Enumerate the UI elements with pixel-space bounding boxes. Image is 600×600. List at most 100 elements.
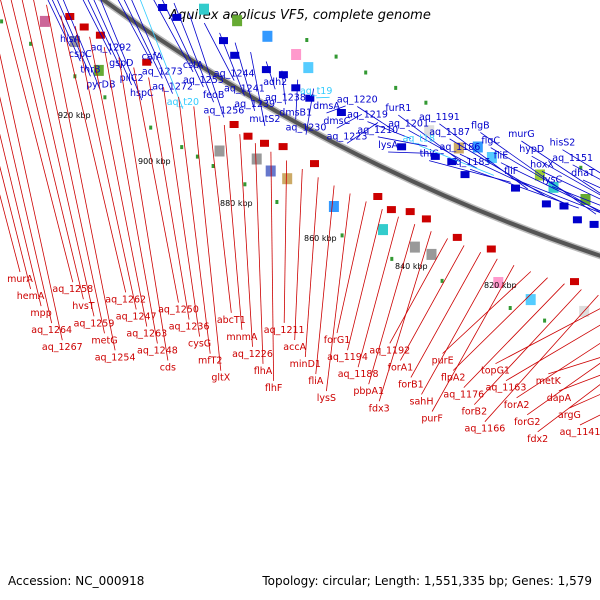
gc-mark	[149, 125, 153, 130]
gene-label: fliF	[504, 166, 518, 177]
forward-gene-block	[589, 220, 599, 228]
leader-line	[541, 171, 600, 200]
leader-line	[315, 185, 335, 375]
leader-line	[400, 245, 465, 361]
cog-box	[262, 30, 273, 42]
cog-box	[493, 277, 504, 288]
leader-line	[305, 88, 314, 135]
leader-line	[188, 12, 225, 118]
feature-blocks	[0, 3, 599, 323]
gene-label: fliA	[308, 376, 324, 387]
tick-label: 860 kbp	[304, 234, 337, 243]
forward-gene-labels: hisAcspCthrBpyrDBaq_1292gspDpilC2hspCcaf…	[47, 0, 600, 215]
forward-gene-block	[278, 71, 288, 79]
gene-label: thrB	[80, 64, 100, 75]
forward-gene-block	[397, 143, 407, 151]
gene-label: pyrDB	[86, 80, 115, 91]
forward-gene-block	[559, 202, 569, 210]
leader-line	[0, 96, 53, 324]
reverse-gene-block	[79, 23, 89, 31]
tick-label: 880 kbp	[220, 199, 253, 208]
reverse-gene-block	[405, 208, 415, 216]
gene-label: aq_1248	[137, 346, 178, 357]
leader-line	[57, 0, 91, 77]
gene-label: aq_1187	[429, 127, 470, 138]
leader-line	[439, 123, 528, 190]
gene-label: aq_t19	[300, 86, 332, 97]
forward-gene-block	[261, 66, 271, 74]
tick-marks: 920 kbp 900 kbp 880 kbp 860 kbp 840 kbp 820 k…	[58, 111, 517, 290]
cog-box	[39, 15, 50, 27]
gene-label: aq_1250	[158, 305, 199, 316]
cog-box	[303, 62, 314, 74]
gene-label: lysA	[378, 140, 398, 151]
backbone-line	[100, 0, 600, 258]
cog-box	[486, 152, 497, 163]
gene-label: aq_1238	[265, 92, 306, 103]
reverse-gene-block	[486, 245, 496, 253]
gene-label: cspC	[69, 49, 92, 60]
gene-label: aq_1230	[286, 123, 327, 134]
gene-label: aq_1210	[357, 125, 398, 136]
cog-box	[378, 224, 388, 236]
gene-label: minD1	[290, 359, 321, 370]
forward-gene-block	[541, 200, 551, 208]
gc-mark	[275, 200, 279, 204]
gene-label: aq_1254	[95, 352, 136, 363]
gene-label: aq_1220	[337, 95, 378, 106]
leader-line	[117, 0, 153, 64]
reverse-gene-block	[278, 143, 288, 151]
gene-label: murG	[508, 129, 535, 140]
leader-line	[368, 223, 416, 385]
leader-line	[0, 165, 31, 290]
leader-line	[480, 132, 597, 215]
leader-line	[357, 106, 395, 131]
leader-line	[173, 2, 214, 103]
leader-line	[377, 136, 428, 147]
gene-label: purF	[421, 414, 442, 425]
gene-label: forA1	[388, 362, 414, 373]
leader-line	[82, 0, 112, 55]
gene-label: aq_1247	[116, 311, 157, 322]
reverse-gene-block	[142, 58, 152, 66]
leader-line	[270, 151, 274, 381]
gene-label: dapA	[547, 393, 572, 404]
gene-label: aq_1163	[486, 383, 527, 394]
gene-label: pbpA1	[353, 386, 384, 397]
leader-line	[10, 0, 84, 300]
gc-mark	[364, 70, 368, 75]
leader-line	[463, 283, 565, 388]
gene-label: aq_1191	[419, 112, 460, 123]
leader-line	[389, 238, 448, 344]
gene-label: flhA	[254, 366, 273, 377]
leader-line	[346, 122, 379, 144]
cog-box	[525, 294, 536, 306]
cog-box	[409, 241, 420, 253]
leader-line	[250, 52, 266, 127]
reverse-gene-block	[95, 31, 105, 39]
gene-label: fdx3	[369, 403, 390, 414]
reverse-gene-block	[243, 132, 253, 140]
leader-line	[203, 22, 235, 81]
leader-line	[283, 160, 287, 323]
leader-line	[193, 106, 222, 371]
leader-line	[89, 36, 148, 327]
leader-line	[537, 384, 600, 433]
gene-label: dmsC	[323, 116, 350, 127]
leader-line	[178, 96, 211, 354]
leader-line	[0, 0, 74, 283]
cog-box	[199, 3, 209, 15]
leader-line	[139, 0, 184, 109]
cog-box	[534, 169, 545, 181]
gene-label: hoxX	[530, 159, 554, 170]
gene-label: aq_t18	[403, 133, 435, 144]
gene-label: abcT1	[217, 315, 246, 326]
gc-mark	[543, 318, 547, 323]
leader-line	[74, 26, 137, 310]
forward-gene-block	[230, 51, 240, 59]
leader-line	[531, 155, 600, 196]
gene-label: aq_1192	[369, 345, 410, 356]
tick-label: 920 kbp	[58, 111, 91, 120]
leader-line	[459, 153, 562, 203]
leader-line	[521, 140, 600, 194]
